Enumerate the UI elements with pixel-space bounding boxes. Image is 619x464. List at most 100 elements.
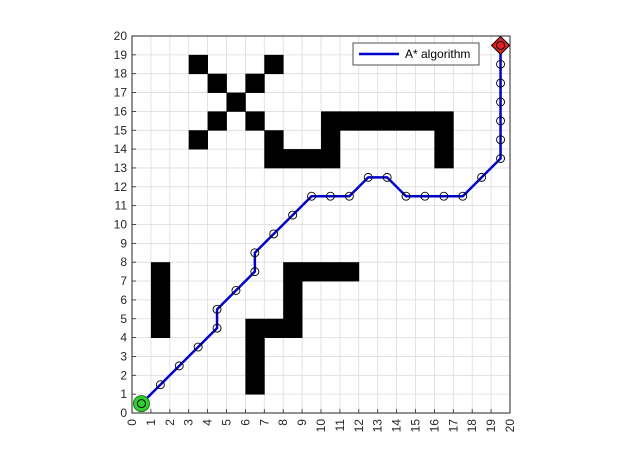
- goal-marker: [490, 35, 511, 56]
- y-tick-label: 8: [120, 255, 127, 269]
- x-tick-label: 0: [125, 419, 139, 426]
- obstacle-cell: [339, 111, 360, 131]
- path-point: [344, 191, 354, 201]
- x-tick-label: 5: [220, 419, 234, 426]
- obstacle-cell: [434, 149, 454, 169]
- y-tick-label: 5: [120, 312, 127, 326]
- path-point: [477, 172, 487, 182]
- obstacle-cell: [264, 318, 284, 338]
- y-tick-label: 11: [115, 199, 128, 213]
- x-tick-label: 15: [409, 419, 423, 433]
- obstacle-cell: [150, 318, 171, 338]
- path-point: [250, 248, 260, 258]
- x-tick-label: 2: [163, 419, 177, 426]
- obstacle-cell: [283, 149, 303, 169]
- path-point: [382, 172, 392, 182]
- path-point: [307, 191, 316, 201]
- obstacle-cell: [207, 111, 227, 131]
- path-point: [496, 154, 505, 163]
- x-tick-label: 4: [201, 419, 215, 426]
- path-point: [155, 380, 165, 390]
- path-point: [363, 172, 373, 182]
- x-tick-labels: 0 1 2 3 4 5 6 7 8 9 10 11 12 13 14 15 16 17 18 19 20: [125, 409, 517, 432]
- obstacle-cell: [415, 111, 435, 131]
- path-point: [288, 210, 298, 220]
- path-point: [326, 191, 335, 201]
- path-point: [496, 59, 505, 69]
- y-tick-label: 16: [114, 104, 128, 118]
- x-tick-label: 8: [276, 419, 290, 426]
- astar-path: [136, 40, 505, 409]
- y-tick-label: 4: [120, 331, 127, 345]
- y-tick-label: 12: [114, 180, 128, 194]
- y-tick-label: 7: [120, 274, 127, 288]
- obstacle-cell: [245, 111, 265, 131]
- obstacle-cell: [264, 54, 284, 75]
- legend-label-astar: A* algorithm: [405, 47, 470, 61]
- path-point: [439, 191, 449, 201]
- x-tick-label: 20: [503, 419, 517, 433]
- path-endpoints: [132, 35, 511, 413]
- obstacle-cell: [321, 111, 341, 131]
- plot-axes: 0 1 2 3 4 5 6 7 8 9 10 11 12 13 14 15 16 17 18 19 20 0123456…: [114, 29, 517, 432]
- y-tick-label: 17: [114, 86, 128, 100]
- y-tick-label: 18: [114, 67, 128, 81]
- obstacle-cell: [283, 281, 303, 301]
- y-tick-label: 14: [114, 142, 128, 156]
- obstacle-cell: [434, 111, 454, 131]
- path-point: [496, 135, 505, 145]
- obstacle-cell: [358, 111, 379, 131]
- path-point: [174, 361, 184, 371]
- path-point: [496, 78, 505, 88]
- obstacle-cells: [150, 54, 454, 395]
- x-tick-label: 1: [144, 419, 158, 426]
- legend-box: [352, 42, 480, 66]
- x-tick-label: 19: [484, 419, 498, 433]
- y-tick-label: 19: [114, 48, 128, 62]
- start-marker: [132, 395, 150, 413]
- y-tick-label: 2: [120, 368, 127, 382]
- y-tick-label: 15: [114, 123, 128, 137]
- x-tick-label: 16: [427, 419, 441, 433]
- x-tick-label: 7: [257, 419, 271, 426]
- x-tick-label: 18: [465, 419, 479, 433]
- series-line-astar: [140, 45, 502, 405]
- obstacle-cell: [302, 262, 322, 282]
- obstacle-cell: [207, 73, 227, 93]
- obstacle-cell: [188, 130, 208, 150]
- obstacle-cell: [245, 356, 265, 376]
- obstacle-cell: [283, 262, 303, 282]
- path-point: [231, 286, 241, 295]
- path-point: [458, 191, 468, 201]
- obstacle-cell: [321, 262, 341, 282]
- path-point: [269, 229, 279, 239]
- path-point: [401, 191, 411, 201]
- obstacle-cell: [150, 262, 171, 282]
- obstacle-cell: [245, 73, 265, 93]
- obstacle-cell: [283, 299, 303, 320]
- obstacle-cell: [226, 92, 246, 112]
- y-tick-label: 1: [120, 387, 127, 401]
- obstacle-cell: [150, 281, 171, 301]
- obstacle-cell: [302, 149, 322, 169]
- obstacle-cell: [283, 318, 303, 338]
- x-tick-label: 17: [446, 419, 460, 433]
- obstacle-cell: [377, 111, 397, 131]
- x-tick-label: 3: [182, 419, 196, 426]
- path-point: [496, 116, 505, 126]
- x-tick-label: 10: [314, 419, 328, 433]
- x-tick-label: 6: [238, 419, 252, 426]
- obstacle-cell: [434, 130, 454, 150]
- y-tick-label: 10: [114, 218, 128, 232]
- y-tick-label: 20: [114, 29, 128, 43]
- y-tick-label: 3: [120, 349, 127, 363]
- obstacle-cell: [396, 111, 416, 131]
- path-point: [212, 323, 222, 333]
- path-point: [193, 342, 203, 352]
- obstacle-cell: [321, 149, 341, 169]
- legend: A* algorithm: [352, 42, 480, 66]
- obstacle-cell: [150, 299, 171, 320]
- x-tick-label: 13: [371, 419, 385, 433]
